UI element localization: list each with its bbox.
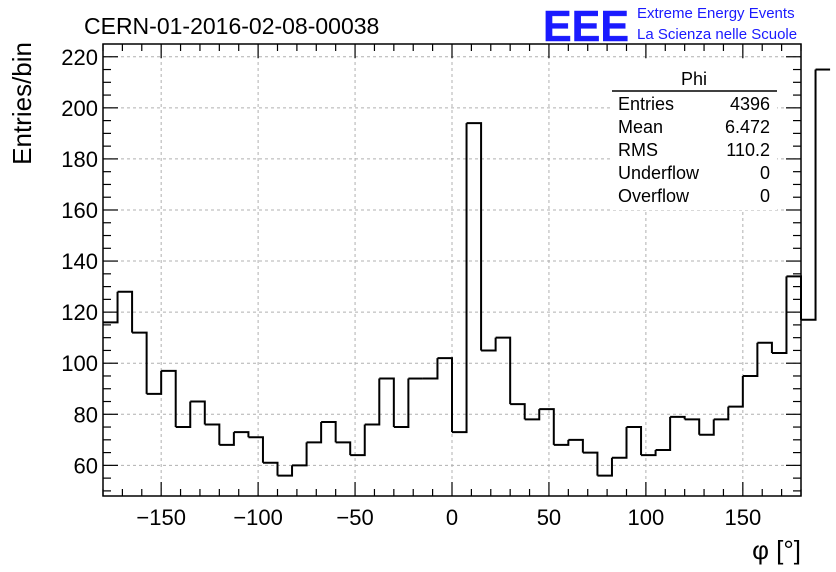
histogram-bin (321, 420, 337, 443)
x-tick-label: −100 (233, 505, 283, 530)
axis-ticks (102, 44, 802, 496)
x-tick-label: 100 (628, 505, 665, 530)
histogram-bin (350, 424, 366, 457)
histogram-bin (786, 275, 802, 320)
histogram-bin (204, 423, 221, 445)
histogram-bin (190, 400, 206, 425)
histogram-bin (495, 336, 512, 405)
histogram-bin (611, 427, 628, 459)
histogram-bin (510, 403, 526, 420)
x-tick-label: 50 (537, 505, 561, 530)
chart-title: CERN-01-2016-02-08-00038 (84, 13, 379, 39)
histogram-bin (248, 436, 264, 463)
histogram-bin (117, 290, 134, 333)
stats-box: Phi Entries 4396 Mean 6.472 RMS 110.2 Underflo… (610, 62, 777, 210)
histogram-bin (306, 421, 323, 444)
y-tick-label: 160 (61, 198, 98, 223)
stats-row-label: Underflow (618, 163, 700, 183)
stats-box-title: Phi (681, 69, 707, 89)
y-tick-label: 80 (74, 402, 98, 427)
y-tick-label: 140 (61, 249, 98, 274)
histogram-bin (466, 122, 483, 351)
histogram-bin (175, 401, 192, 429)
histogram-bars (103, 68, 831, 477)
histogram-bin (219, 432, 235, 446)
eee-logo: EEE (543, 2, 629, 51)
stats-row-label: Entries (618, 94, 674, 114)
histogram-bin (655, 416, 672, 452)
histogram-bin (757, 341, 773, 353)
histogram-bin (262, 461, 279, 476)
y-tick-label: 100 (61, 351, 98, 376)
x-tick-label: 0 (446, 505, 458, 530)
histogram-bin (626, 426, 643, 456)
y-axis-label: Entries/bin (7, 42, 37, 165)
histogram-bin (582, 451, 599, 476)
histogram-bin (335, 441, 352, 456)
histogram-bin (524, 409, 541, 421)
stats-row-label: Mean (618, 117, 663, 137)
stats-row-value: 110.2 (726, 140, 770, 160)
x-axis-label: φ [°] (752, 535, 801, 565)
histogram-bin (379, 377, 395, 428)
y-tick-label: 60 (74, 453, 98, 478)
tick-labels: −150 −100 −50 0 50 100 150 60 80 100 120 140 160 180 2… (61, 45, 761, 530)
histogram-bin (452, 123, 468, 434)
y-tick-label: 120 (61, 300, 98, 325)
stats-row-value: 0 (760, 163, 770, 183)
histogram-bin (233, 431, 250, 438)
histogram-bin (670, 415, 686, 420)
histogram-bin (364, 378, 381, 426)
histogram-bin (699, 419, 715, 436)
histogram-bin (393, 378, 410, 429)
histogram-bin (103, 291, 119, 324)
histogram-bin (597, 457, 613, 477)
histogram-bin (422, 358, 439, 380)
stats-row-value: 4396 (730, 94, 770, 114)
stats-row-value: 6.472 (725, 117, 770, 137)
stats-row-value: 0 (760, 186, 770, 206)
histogram-bin (641, 450, 657, 457)
histogram-bin (539, 408, 555, 445)
histogram-bin (277, 465, 294, 477)
histogram-bin (742, 342, 759, 377)
histogram-bin (437, 357, 453, 433)
logo-subtitle-line2: La Scienza nelle Scuole (637, 26, 797, 43)
histogram-bin (292, 442, 308, 467)
histogram-bin (801, 69, 817, 321)
histogram-bin (684, 418, 701, 435)
histogram-bin (771, 276, 788, 354)
x-tick-label: 150 (724, 505, 761, 530)
histogram-bin (568, 438, 584, 453)
histogram-bin (713, 406, 730, 421)
x-tick-label: −50 (336, 505, 373, 530)
histogram-bin (553, 439, 570, 446)
histogram-bin (728, 375, 744, 408)
stats-row-label: RMS (618, 140, 658, 160)
histogram-bin (481, 337, 497, 352)
histogram-bin (132, 331, 148, 394)
logo-subtitle-line1: Extreme Energy Events (637, 5, 795, 22)
y-tick-label: 220 (61, 45, 98, 70)
histogram-bin (161, 369, 177, 428)
x-tick-label: −150 (136, 505, 186, 530)
histogram-bin (146, 370, 163, 395)
stats-row-label: Overflow (618, 186, 690, 206)
y-tick-label: 180 (61, 147, 98, 172)
y-tick-label: 200 (61, 96, 98, 121)
